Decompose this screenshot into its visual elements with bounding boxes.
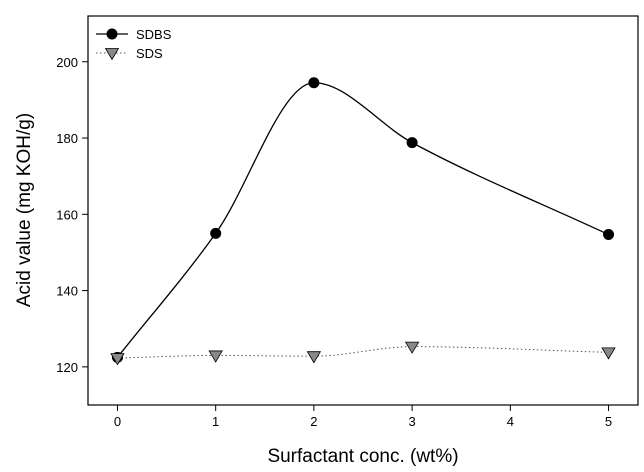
series-line-sds xyxy=(117,346,609,359)
x-tick-label: 1 xyxy=(212,414,219,429)
data-point-sds xyxy=(404,341,420,354)
x-tick-label: 3 xyxy=(408,414,415,429)
data-point-sdbs xyxy=(603,229,615,241)
y-tick-label: 140 xyxy=(56,284,78,299)
y-tick-label: 160 xyxy=(56,207,78,222)
data-point-sds xyxy=(208,350,223,363)
data-point-sdbs xyxy=(210,227,222,239)
y-axis-title: Acid value (mg KOH/g) xyxy=(14,113,35,307)
plot-frame xyxy=(87,15,639,406)
x-tick-label: 4 xyxy=(507,414,514,429)
x-tick-label: 2 xyxy=(310,414,317,429)
x-axis-title: Surfactant conc. (wt%) xyxy=(267,446,458,467)
data-point-sds xyxy=(601,347,616,360)
legend: SDBS SDS xyxy=(96,27,172,61)
x-tick-label: 5 xyxy=(605,414,612,429)
legend-marker-sds xyxy=(104,48,120,61)
series-markers xyxy=(110,77,616,366)
x-tick-label: 0 xyxy=(114,414,121,429)
legend-label-sdbs: SDBS xyxy=(136,27,172,42)
data-point-sdbs xyxy=(308,77,320,89)
data-point-sds xyxy=(110,353,125,366)
y-tick-label: 200 xyxy=(56,55,78,70)
y-tick-label: 120 xyxy=(56,360,78,375)
series-line-sdbs xyxy=(116,82,609,358)
legend-marker-sdbs xyxy=(106,28,118,40)
data-point-sdbs xyxy=(406,137,418,149)
legend-label-sds: SDS xyxy=(136,46,163,61)
axis-ticks: 0 1 2 3 4 5 120 140 160 180 200 xyxy=(56,55,612,429)
data-point-sds xyxy=(306,351,322,364)
series-lines xyxy=(116,82,609,359)
y-tick-label: 180 xyxy=(56,131,78,146)
